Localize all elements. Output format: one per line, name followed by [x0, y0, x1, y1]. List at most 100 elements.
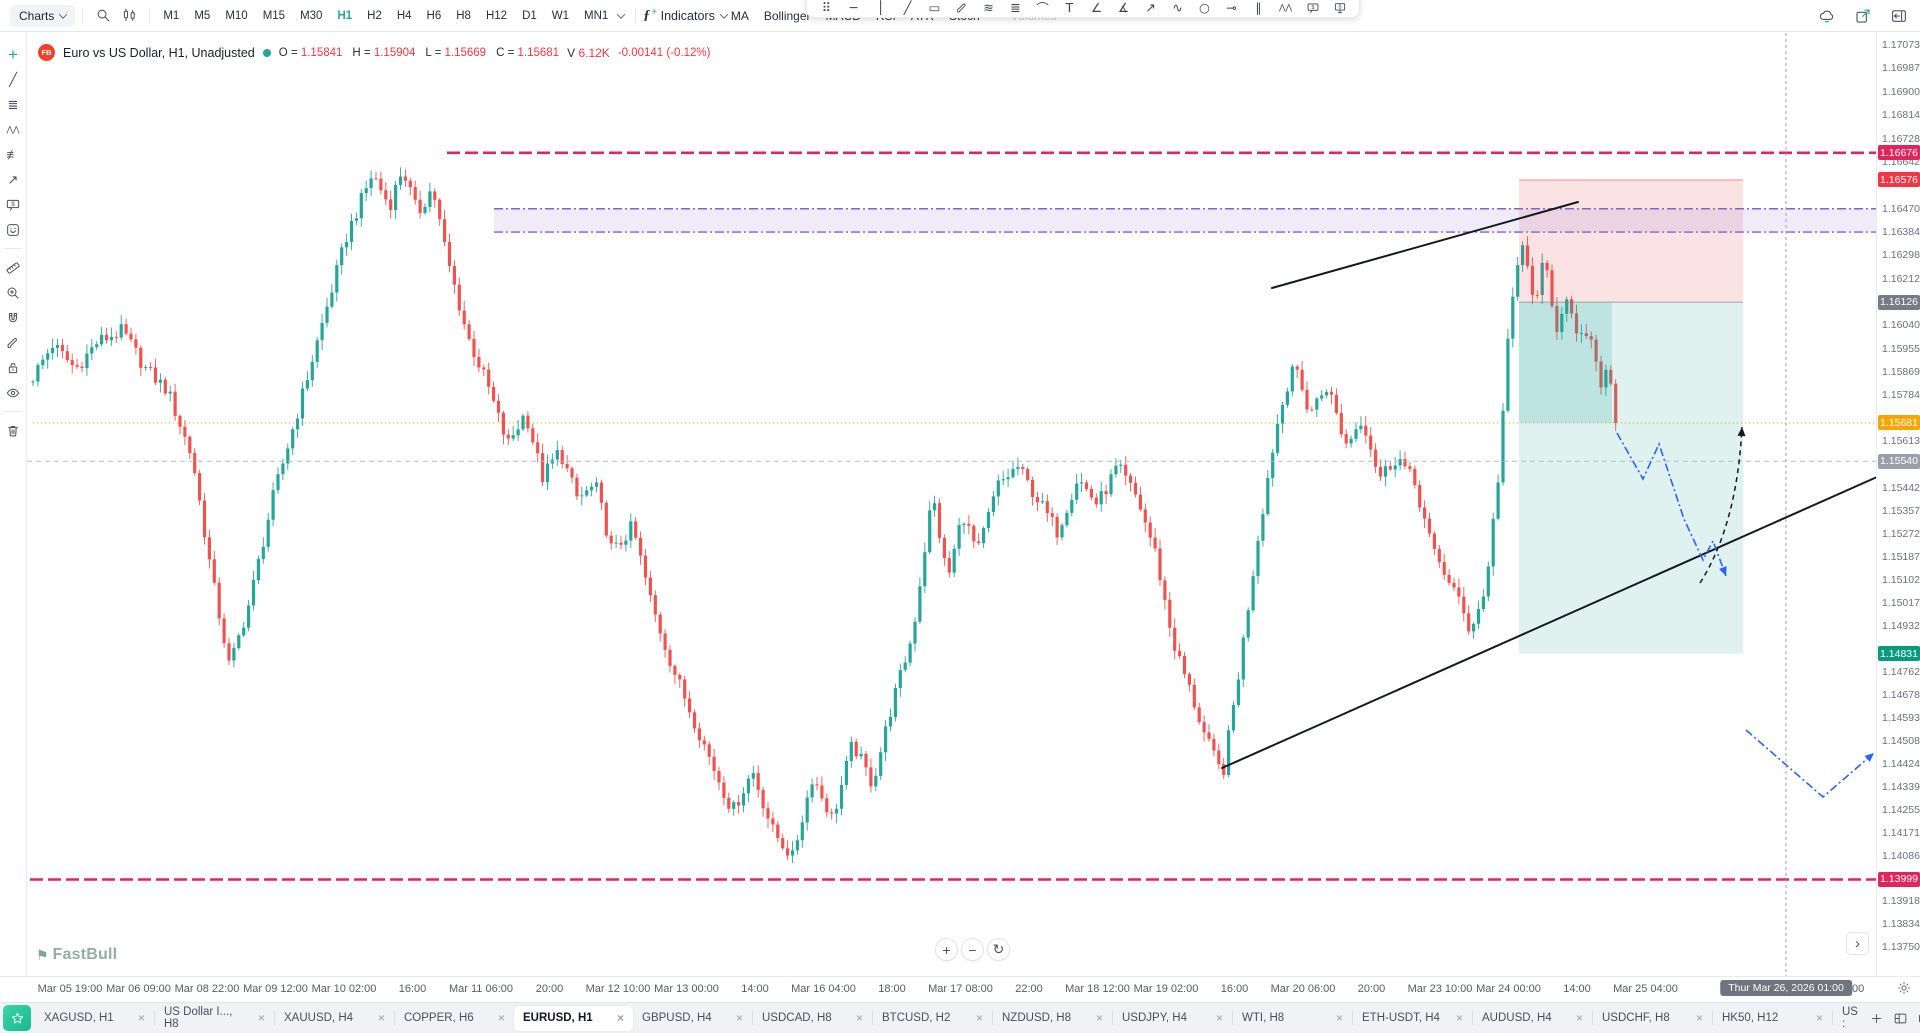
close-icon[interactable]: × — [377, 1011, 385, 1025]
favorites-button[interactable] — [3, 1005, 31, 1031]
trend-angle-tool-icon[interactable]: ∠ — [1090, 0, 1103, 15]
timeframe-d1[interactable]: D1 — [522, 9, 537, 22]
close-icon[interactable]: × — [257, 1011, 265, 1025]
projected-path-down[interactable] — [1616, 432, 1727, 577]
close-icon[interactable]: × — [1215, 1011, 1223, 1025]
indicator-shortcut-bollinger[interactable]: Bollinger — [763, 8, 811, 23]
vertical-line-tool-icon[interactable]: │ — [876, 0, 885, 15]
drag-handle-icon[interactable]: ⠿ — [821, 0, 832, 15]
crosshair-tool-icon[interactable]: + — [8, 44, 18, 64]
symbol-tab-btcusd[interactable]: BTCUSD, H2 × — [873, 1006, 992, 1031]
timeframe-h6[interactable]: H6 — [426, 9, 442, 22]
layout-button[interactable] — [1893, 1011, 1908, 1026]
rectangle-tool-icon[interactable]: ▭ — [928, 0, 941, 15]
horizontal-line-tool-icon[interactable]: ─ — [849, 0, 858, 15]
gann-tool-icon[interactable]: ≢ — [6, 147, 20, 162]
cloud-save-button[interactable] — [1814, 4, 1840, 28]
drawing-lock-tool-icon[interactable] — [1, 330, 25, 355]
pattern-tool-icon[interactable]: ⋀⋀ — [6, 125, 20, 134]
timeframe-h1[interactable]: H1 — [337, 9, 353, 22]
time-axis-settings-button[interactable] — [1896, 980, 1912, 996]
price-label-tool-icon[interactable]: $ — [1299, 0, 1326, 16]
price-axis[interactable]: 1.17073 1.16987 1.16900 1.16814 1.16728 1.166… — [1876, 32, 1920, 976]
timeframe-m5[interactable]: M5 — [194, 9, 211, 22]
zigzag-tool-icon[interactable]: ∿ — [1172, 0, 1183, 15]
symbol-tab-eurusd[interactable]: EURUSD, H1 × — [514, 1005, 633, 1031]
upper-trendline[interactable] — [1271, 201, 1579, 289]
timeframe-h12[interactable]: H12 — [485, 9, 508, 22]
close-icon[interactable]: × — [1095, 1011, 1103, 1025]
time-axis[interactable]: Mar 05 19:00 Mar 06 09:00 Mar 08 22:00 Mar … — [0, 976, 1920, 1002]
trend-line-tool-icon[interactable]: ╱ — [9, 71, 17, 87]
symbol-info-row[interactable]: FB Euro vs US Dollar, H1, Unadjusted O =… — [38, 44, 711, 61]
lower-trendline[interactable] — [1221, 476, 1878, 769]
symbol-tab-hk50[interactable]: HK50, H12 × — [1713, 1006, 1832, 1031]
symbol-tab-audusd[interactable]: AUDUSD, H4 × — [1473, 1006, 1592, 1031]
chevron-down-icon[interactable] — [617, 9, 626, 19]
symbol-tab-usdjpy[interactable]: USDJPY, H4 × — [1113, 1006, 1232, 1031]
charts-menu-button[interactable]: Charts — [10, 4, 76, 27]
arrow-tool-icon[interactable]: ↗ — [1145, 0, 1156, 15]
close-icon[interactable]: × — [975, 1011, 983, 1025]
close-icon[interactable]: × — [1335, 1011, 1343, 1025]
search-button[interactable] — [90, 4, 116, 28]
measure-tool-icon[interactable] — [1, 255, 25, 280]
close-icon[interactable]: × — [616, 1011, 624, 1025]
remove-drawings-tool-icon[interactable] — [1, 418, 25, 443]
arrow-tool-icon[interactable]: ↗ — [7, 171, 19, 187]
purple-band-zone[interactable] — [494, 208, 1877, 233]
symbol-tab-xauusd[interactable]: XAUUSD, H4 × — [275, 1006, 394, 1031]
candle-style-button[interactable] — [116, 4, 142, 28]
symbol-tab-usdcad[interactable]: USDCAD, H8 × — [753, 1006, 872, 1031]
wave-pattern-tool-icon[interactable]: ⋀⋀ — [1278, 3, 1293, 12]
symbol-tab-nzdusd[interactable]: NZDUSD, H8 × — [993, 1006, 1112, 1031]
price-note-tool-icon[interactable]: $ — [1326, 0, 1353, 16]
price-label-tool-icon[interactable]: $ — [1, 192, 25, 217]
emoji-tool-icon[interactable] — [1, 217, 25, 242]
symbol-tab-xagusd[interactable]: XAGUSD, H1 × — [35, 1006, 154, 1031]
disjoint-channel-tool-icon[interactable]: ≋ — [983, 0, 994, 15]
supply-zone[interactable] — [1519, 179, 1743, 303]
add-symbol-button[interactable] — [1869, 1011, 1884, 1026]
timeframe-m10[interactable]: M10 — [225, 9, 248, 22]
symbol-tab-wti[interactable]: WTI, H8 × — [1233, 1006, 1352, 1031]
parallel-channel-tool-icon[interactable]: ∥ — [1255, 0, 1262, 15]
hide-drawings-tool-icon[interactable] — [1, 380, 25, 405]
close-icon[interactable]: × — [1455, 1011, 1463, 1025]
symbol-tab-eth-usdt[interactable]: ETH-USDT, H4 × — [1353, 1006, 1472, 1031]
timeframe-h8[interactable]: H8 — [456, 9, 471, 22]
close-icon[interactable]: × — [497, 1011, 505, 1025]
symbol-tab-copper[interactable]: COPPER, H6 × — [395, 1006, 514, 1031]
text-tool-icon[interactable]: T — [1065, 0, 1074, 15]
entry-zone[interactable] — [1519, 302, 1612, 423]
timeframe-w1[interactable]: W1 — [551, 9, 570, 22]
close-icon[interactable]: × — [137, 1011, 145, 1025]
zoom-out-button[interactable]: − — [961, 938, 984, 961]
horizontal-lines-tool-icon[interactable]: ≣ — [7, 96, 19, 112]
horizontal-ray-tool-icon[interactable]: ⊸ — [1226, 0, 1237, 15]
extended-line-tool-icon[interactable]: ∡ — [1117, 0, 1130, 15]
close-icon[interactable]: × — [1575, 1011, 1583, 1025]
timeframe-h4[interactable]: H4 — [396, 9, 412, 22]
parallel-lines-tool-icon[interactable]: ≣ — [1010, 0, 1021, 15]
close-icon[interactable]: × — [735, 1011, 743, 1025]
symbol-tab-us-[interactable]: US : — [1833, 1006, 1869, 1031]
circle-tool-icon[interactable]: ○ — [1199, 0, 1210, 15]
magnet-tool-icon[interactable] — [1, 305, 25, 330]
symbol-tab-gbpusd[interactable]: GBPUSD, H4 × — [633, 1006, 752, 1031]
close-icon[interactable]: × — [1815, 1011, 1823, 1025]
symbol-tab-us-dollar-i-[interactable]: US Dollar I..., H8 × — [155, 1006, 274, 1031]
arc-tool-icon[interactable]: ⌒ — [1036, 1, 1049, 16]
projected-path-up-arrow[interactable] — [1699, 426, 1743, 584]
collapse-panel-button[interactable] — [1886, 4, 1912, 28]
share-button[interactable] — [1850, 4, 1876, 28]
brush-tool-icon[interactable] — [948, 0, 975, 16]
close-icon[interactable]: × — [1695, 1011, 1703, 1025]
trend-line-tool-icon[interactable]: ╱ — [903, 0, 912, 15]
timeframe-h2[interactable]: H2 — [367, 9, 382, 22]
reset-chart-button[interactable]: ↻ — [987, 938, 1010, 961]
timeframe-m30[interactable]: M30 — [300, 9, 323, 22]
timeframe-m1[interactable]: M1 — [163, 9, 180, 22]
zoom-in-tool-icon[interactable] — [1, 280, 25, 305]
